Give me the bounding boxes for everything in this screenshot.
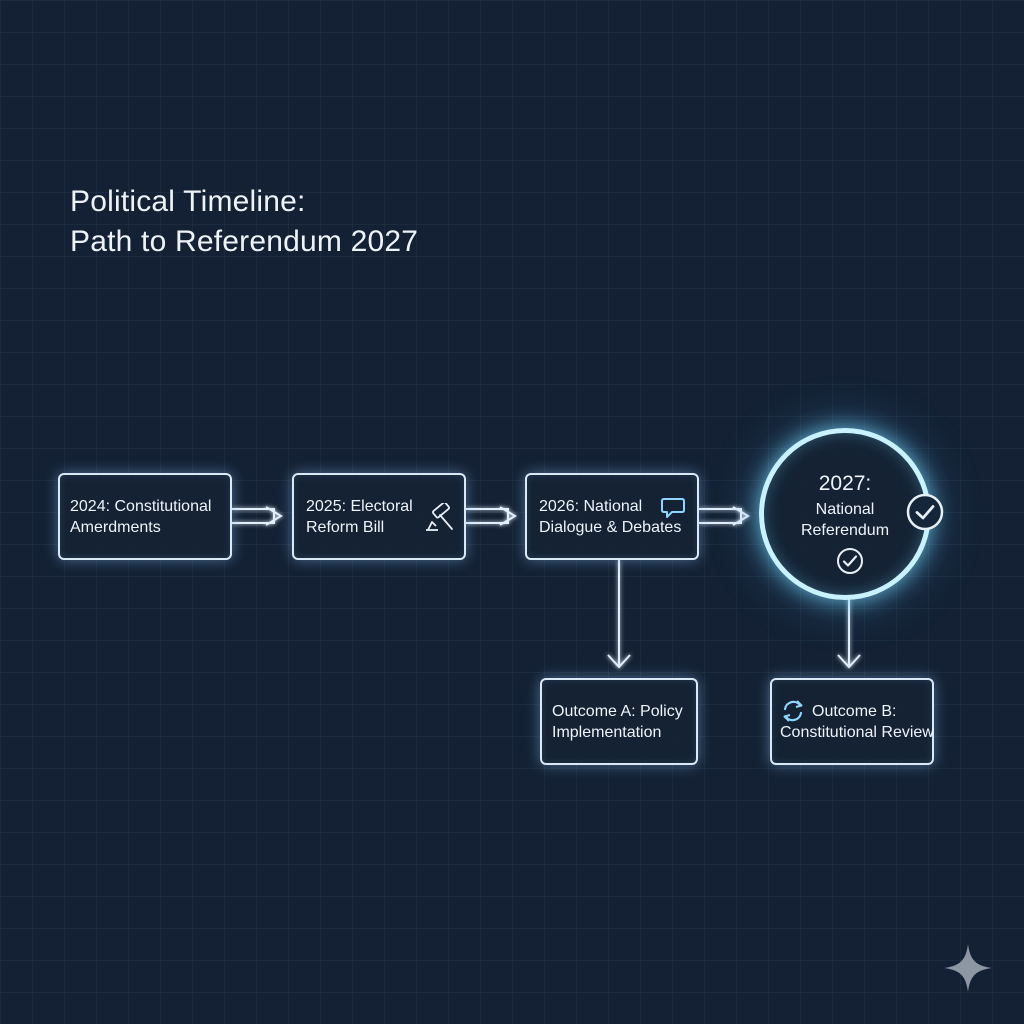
timeline-node-2025[interactable]: 2025: Electoral Reform Bill — [292, 473, 466, 560]
arrow-2025-to-2026 — [466, 508, 509, 524]
arrowhead-2026-to-2027 — [732, 506, 750, 526]
node-2024-line-1: 2024: Constitutional — [70, 497, 212, 515]
sparkle-icon — [944, 944, 992, 992]
outcome-a-line-2: Implementation — [552, 723, 662, 741]
outcome-b-line-1: Outcome B: — [812, 702, 897, 720]
timeline-node-2026[interactable]: 2026: National Dialogue & Debates — [525, 473, 699, 560]
node-2027-line-2: National — [815, 501, 875, 518]
node-2026-line-2: Dialogue & Debates — [539, 518, 682, 536]
title-line-2: Path to Referendum 2027 — [70, 225, 419, 258]
outcome-a-line-1: Outcome A: Policy — [552, 702, 683, 720]
arrowhead-2026-to-outcome-a — [607, 654, 631, 669]
outcome-b-line-2: Constitutional Review — [780, 723, 934, 741]
arrowhead-2024-to-2025 — [265, 506, 283, 526]
node-2026-line-1: 2026: National — [539, 497, 643, 515]
arrow-2026-to-2027 — [699, 508, 742, 524]
node-2027-line-3: Referendum — [800, 522, 890, 539]
node-2024-line-2: Amerdments — [70, 518, 161, 536]
outcome-node-a[interactable]: Outcome A: Policy Implementation — [540, 678, 698, 765]
timeline-node-2024[interactable]: 2024: Constitutional Amerdments — [58, 473, 232, 560]
gavel-icon — [426, 503, 453, 531]
check-circle-icon — [837, 548, 863, 574]
timeline-node-2027[interactable]: 2027: National Referendum — [759, 428, 931, 600]
arrowhead-2027-to-outcome-b — [837, 654, 861, 669]
outcome-node-b[interactable]: Outcome B: Constitutional Review — [770, 678, 934, 765]
refresh-icon — [783, 700, 803, 722]
node-2025-line-1: 2025: Electoral — [306, 497, 413, 515]
node-2027-year: 2027: — [818, 472, 872, 495]
check-circle-icon — [906, 493, 944, 531]
diagram-title: Political Timeline: Path to Referendum 2… — [70, 182, 418, 262]
speech-bubble-icon — [661, 498, 685, 518]
arrowhead-2025-to-2026 — [499, 506, 517, 526]
arrow-2024-to-2025 — [232, 508, 275, 524]
title-line-1: Political Timeline: — [70, 185, 306, 218]
node-2025-line-2: Reform Bill — [306, 518, 385, 536]
